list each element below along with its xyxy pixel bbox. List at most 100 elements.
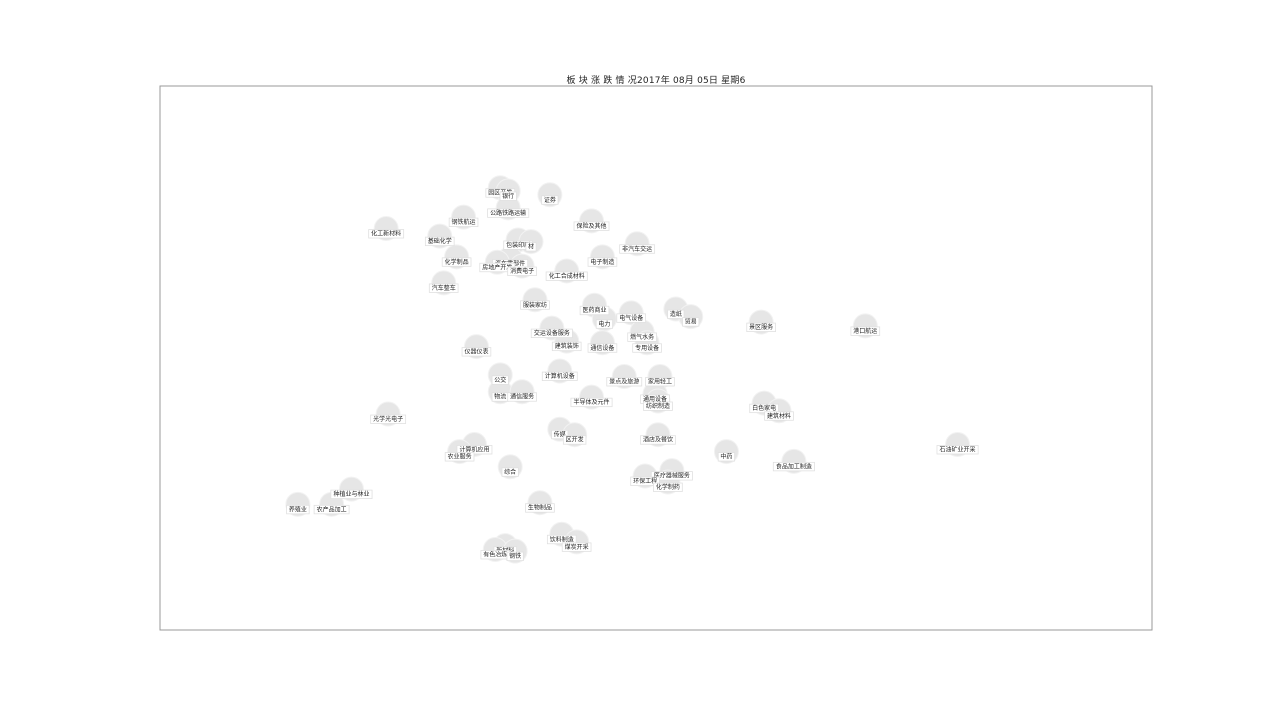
point-label-group: 景点及旅游: [606, 377, 643, 387]
point-label: 计算机设备: [545, 372, 575, 380]
point-label-box: [507, 266, 537, 276]
point-label-box: [746, 322, 776, 332]
point-label-group: 港口航运: [850, 326, 881, 336]
point-label-group: 建筑材料: [764, 411, 794, 421]
point-label-box: [491, 375, 509, 385]
point-label-group: 半导体及元件: [570, 397, 613, 408]
point-label: 化学制品: [445, 258, 469, 266]
point-label-box: [587, 343, 618, 353]
point-label: 传媒: [554, 430, 566, 438]
point-label: 煤炭开采: [565, 543, 589, 551]
point-label-group: 电力: [595, 319, 614, 329]
point-label: 仪器仪表: [464, 348, 488, 356]
point-label: 通用设备: [643, 395, 667, 403]
point-label: 电气设备: [619, 314, 643, 322]
point-label-box: [749, 403, 779, 414]
point-label: 酒店及餐饮: [643, 436, 673, 444]
point-label-box: [619, 244, 656, 254]
point-label-group: 造纸: [667, 309, 685, 319]
point-label-box: [561, 542, 592, 552]
point-label: 计算机应用: [459, 445, 489, 453]
point-label-box: [546, 534, 577, 545]
point-label-box: [551, 341, 582, 352]
point-label-box: [507, 392, 537, 402]
point-label: 纺织制造: [646, 402, 670, 410]
point-label-box: [850, 326, 881, 336]
point-label-box: [667, 309, 685, 319]
point-label-group: 食品加工制造: [772, 461, 815, 472]
point-label-group: 酒店及餐饮: [640, 435, 676, 445]
point-label-group: 贸易: [682, 317, 700, 327]
point-label-box: [653, 482, 683, 492]
point-label-box: [772, 461, 815, 472]
point-label: 有色冶炼: [483, 550, 507, 558]
point-label-group: 保险及其他: [573, 221, 610, 231]
point-label-group: 种植业与林业: [330, 489, 373, 500]
point-label-group: 饮料制造: [546, 534, 577, 545]
point-label-box: [606, 377, 643, 387]
point-label: 物流: [494, 393, 506, 401]
point-label-box: [461, 347, 492, 357]
point-label: 养殖业: [289, 505, 307, 513]
point-label-box: [525, 503, 555, 513]
point-label: 证券: [544, 196, 556, 204]
point-label-box: [595, 319, 614, 329]
point-label: 燃气水务: [630, 333, 654, 341]
point-label: 钢铁: [509, 552, 521, 560]
point-label-box: [545, 271, 588, 281]
point-label: 医疗器械服务: [654, 472, 690, 480]
point-label: 半导体及元件: [574, 398, 610, 406]
point-label-group: 通信服务: [507, 392, 537, 402]
point-label-box: [630, 476, 660, 486]
point-label: 造纸: [670, 310, 682, 318]
point-label-group: 景区服务: [746, 322, 776, 332]
point-label-group: 区开发: [562, 435, 587, 445]
point-label: 石油矿业开采: [940, 445, 976, 453]
point-label-box: [643, 401, 673, 411]
point-label: 医药商业: [582, 306, 606, 314]
point-label-box: [632, 343, 662, 353]
point-label-box: [562, 435, 587, 445]
point-label: 景区服务: [749, 323, 773, 331]
point-label-box: [717, 452, 736, 462]
point-label: 景点及旅游: [609, 377, 639, 385]
point-label: 建筑装饰: [555, 342, 579, 350]
point-label: 化工合成材料: [549, 272, 585, 280]
point-label-group: 中药: [717, 452, 736, 462]
point-label-group: 环保工程: [630, 476, 660, 486]
point-label-box: [525, 242, 537, 252]
point-label-box: [573, 221, 610, 231]
point-label-group: 农产品加工: [313, 504, 350, 515]
point-label-box: [448, 217, 479, 228]
point-label-group: 白色家电: [749, 403, 779, 414]
point-label: 通信服务: [510, 393, 534, 401]
point-label-group: 证券: [541, 195, 559, 205]
point-label-box: [506, 551, 524, 562]
point-label: 非汽车交运: [622, 245, 652, 253]
point-label-group: 有色冶炼: [480, 550, 511, 560]
point-label-box: [441, 257, 472, 267]
point-label-group: 电子制造: [587, 257, 618, 267]
point-label-group: 计算机设备: [541, 371, 578, 381]
point-label-group: 基础化学: [424, 236, 455, 247]
point-label-group: 钢铁航运: [448, 217, 479, 228]
point-label-group: 通信设备: [587, 343, 618, 353]
point-label-box: [499, 191, 517, 201]
point-label: 建筑材料: [767, 412, 791, 420]
point-label-group: 建筑装饰: [551, 341, 582, 352]
point-label-group: 光学光电子: [370, 414, 407, 424]
point-label-group: 农业服务: [444, 452, 475, 462]
point-label: 饮料制造: [550, 535, 574, 543]
point-label-group: 化学制药: [653, 482, 683, 492]
point-label-group: 化工合成材料: [545, 271, 588, 281]
point-label: 化学制药: [656, 483, 680, 491]
point-label-box: [640, 435, 676, 445]
point-label-group: 物流: [491, 392, 509, 402]
point-label: 综合: [504, 468, 516, 476]
points-layer: 园区开发银行证券公路铁路运输钢铁航运保险及其他化工新材料基础化学包装印刷材非汽车…: [285, 175, 979, 564]
point-label-box: [541, 371, 578, 381]
point-label: 贸易: [685, 318, 697, 326]
point-label: 化工新材料: [371, 230, 401, 238]
chart-title: 板 块 涨 跌 情 况2017年 08月 05日 星期6: [566, 76, 746, 86]
point-label-group: 医疗器械服务: [650, 471, 693, 481]
